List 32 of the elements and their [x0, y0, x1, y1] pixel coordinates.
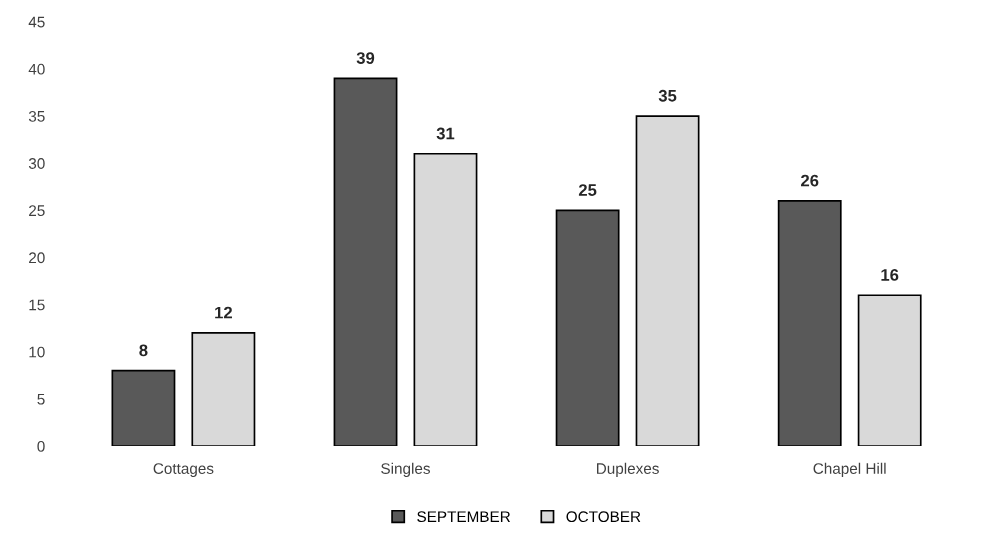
- y-tick-label: 0: [37, 440, 45, 452]
- bar: [333, 77, 398, 447]
- x-tick-label: Singles: [381, 462, 430, 477]
- data-label: 39: [356, 52, 375, 64]
- y-tick-label: 25: [29, 205, 45, 217]
- bar: [555, 209, 620, 447]
- y-tick-label: 20: [29, 252, 45, 264]
- bar: [413, 152, 478, 447]
- bar: [111, 369, 176, 447]
- y-tick-label: 35: [28, 110, 45, 122]
- legend-label: OCTOBER: [566, 511, 641, 523]
- data-label: 25: [578, 184, 597, 196]
- bar: [857, 294, 922, 447]
- bar: [777, 200, 842, 447]
- y-tick-label: 5: [37, 393, 45, 405]
- y-tick-label: 30: [28, 158, 45, 169]
- y-tick-label: 15: [29, 299, 45, 311]
- legend-label: SEPTEMBER: [417, 511, 511, 523]
- data-label: 26: [801, 174, 819, 187]
- data-label: 8: [139, 344, 148, 357]
- data-label: 16: [881, 269, 899, 281]
- x-tick-label: Duplexes: [597, 462, 659, 477]
- bar: [635, 115, 700, 447]
- bar: [191, 332, 256, 447]
- data-label: 35: [658, 89, 677, 102]
- x-tick-label: Chapel Hill: [813, 462, 886, 477]
- y-tick-label: 40: [28, 63, 45, 75]
- data-label: 12: [215, 306, 232, 319]
- y-tick-label: 45: [28, 16, 45, 28]
- data-label: 31: [436, 127, 455, 140]
- x-tick-label: Cottages: [153, 463, 214, 477]
- y-tick-label: 10: [29, 346, 45, 358]
